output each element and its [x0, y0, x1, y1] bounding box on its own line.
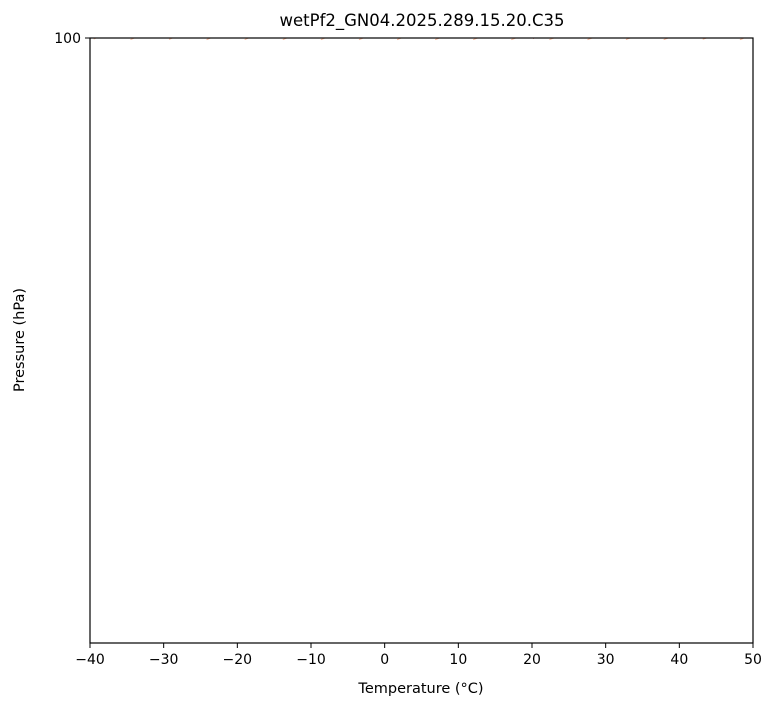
x-tick-label: 50: [744, 652, 762, 668]
plot-frame: [89, 37, 754, 644]
x-tick-label: −40: [75, 652, 105, 668]
x-axis-label: Temperature (°C): [357, 681, 483, 697]
y-axis-ticks: 1000900800700600500400300200100: [54, 31, 90, 47]
x-tick-label: 40: [670, 652, 688, 668]
x-axis-ticks: −40 −30 −20 −10 0 10 20 30 40 50: [75, 643, 762, 668]
y-tick-label: 100: [54, 31, 81, 47]
x-tick-label: 0: [380, 652, 389, 668]
x-tick-label: 20: [523, 652, 541, 668]
x-tick-label: 10: [449, 652, 467, 668]
y-axis-label: Pressure (hPa): [12, 288, 28, 392]
x-tick-label: −20: [223, 652, 253, 668]
chart-title: wetPf2_GN04.2025.289.15.20.C35: [280, 11, 565, 31]
x-tick-label: −10: [296, 652, 326, 668]
x-tick-label: −30: [149, 652, 179, 668]
x-tick-label: 30: [597, 652, 615, 668]
